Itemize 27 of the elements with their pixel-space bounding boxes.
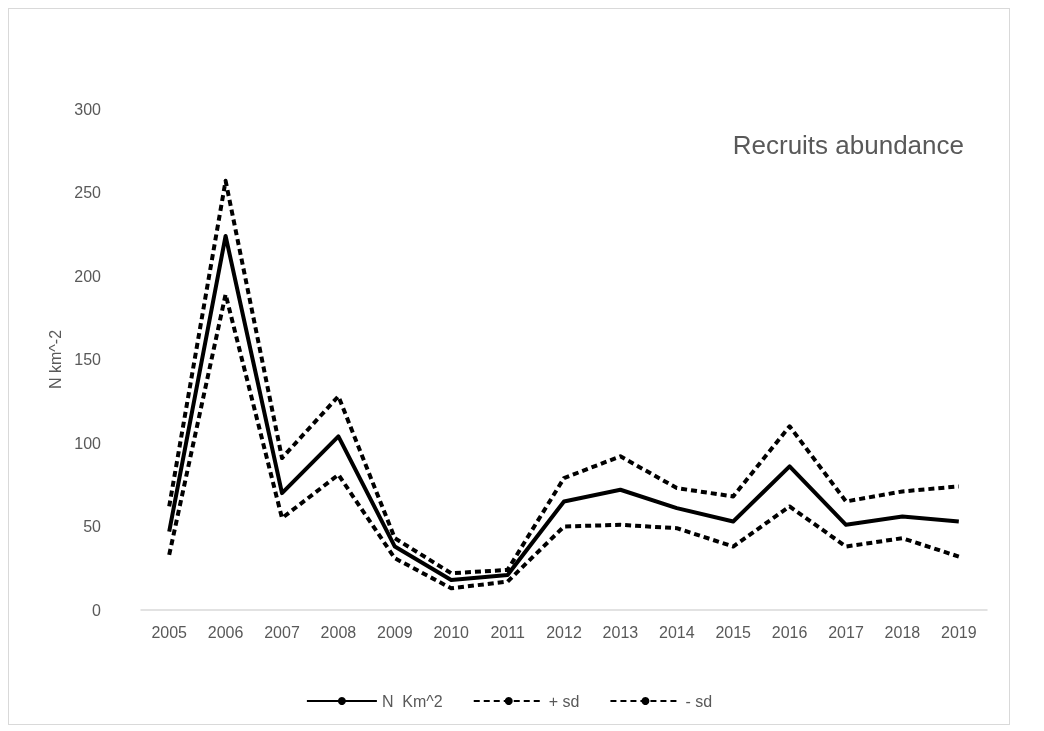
y-tick-label: 0 — [92, 601, 102, 619]
y-tick-label: 300 — [74, 100, 102, 118]
y-axis-title: N km^-2 — [46, 329, 64, 390]
y-tick-label: 50 — [83, 518, 102, 535]
y-tick-label: 250 — [74, 184, 102, 201]
legend-label: + sd — [548, 692, 580, 710]
x-tick-label: 2009 — [377, 623, 413, 641]
x-tick-label: 2006 — [207, 623, 244, 641]
y-tick-label: 100 — [74, 434, 102, 452]
x-tick-label: 2015 — [715, 623, 752, 641]
x-tick-label: 2013 — [602, 623, 639, 641]
x-tick-label: 2005 — [151, 623, 188, 641]
x-tick-label: 2019 — [941, 623, 977, 641]
x-tick-label: 2017 — [828, 623, 864, 641]
y-tick-label: 200 — [74, 267, 102, 285]
x-tick-label: 2008 — [320, 623, 357, 641]
x-tick-label: 2007 — [264, 623, 300, 641]
x-tick-label: 2014 — [659, 623, 695, 641]
x-tick-label: 2010 — [433, 623, 470, 641]
x-tick-label: 2016 — [771, 623, 808, 641]
legend-label: N Km^2 — [381, 692, 443, 710]
x-tick-label: 2011 — [490, 623, 525, 641]
x-tick-label: 2012 — [546, 623, 582, 641]
y-tick-label: 150 — [74, 351, 102, 368]
text: Recruits abundance — [732, 130, 965, 160]
legend-label: - sd — [685, 692, 713, 710]
x-tick-label: 2018 — [884, 623, 921, 641]
